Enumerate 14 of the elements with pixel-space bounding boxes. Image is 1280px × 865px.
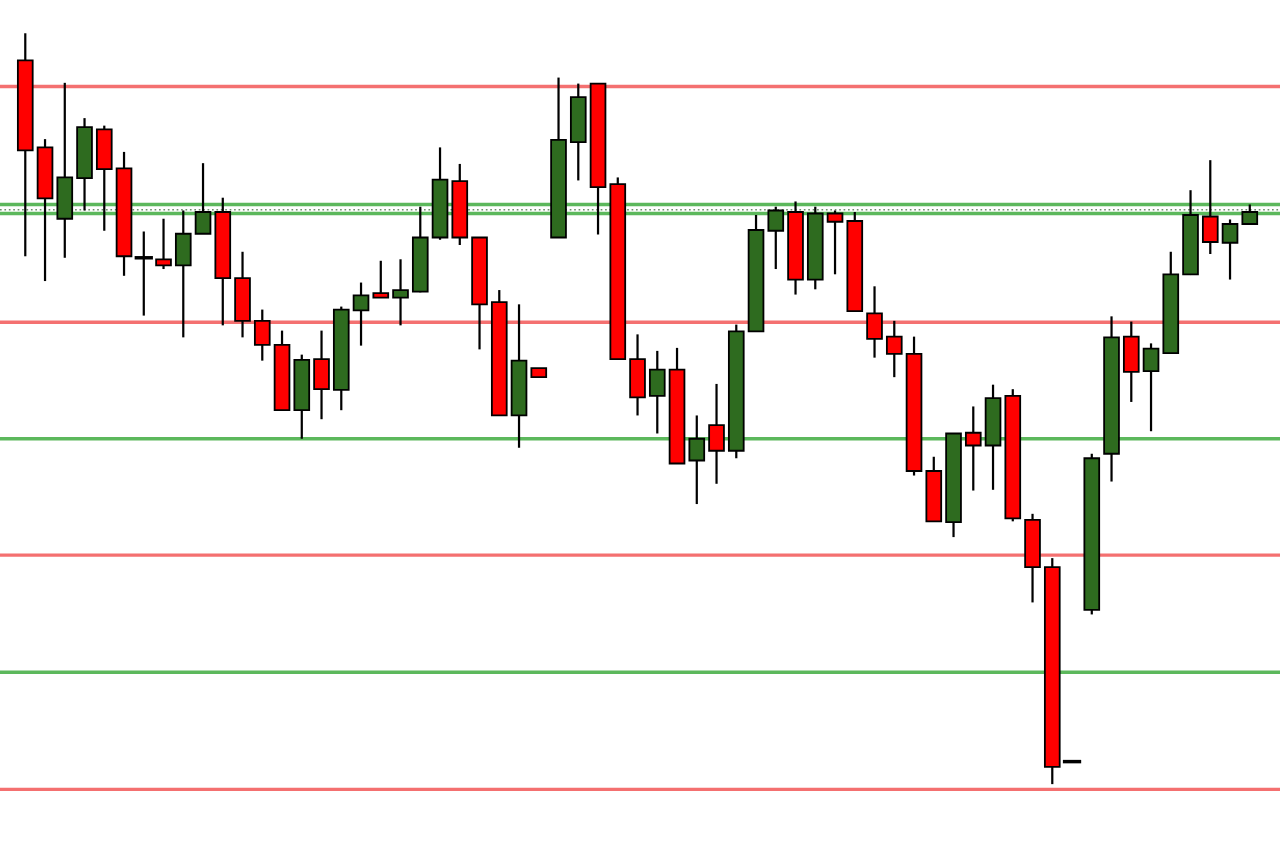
candlestick [372, 259, 390, 299]
candlestick [1241, 203, 1259, 226]
candlestick [1221, 218, 1239, 281]
candlestick [134, 230, 153, 317]
candlestick [767, 205, 785, 271]
candlestick [964, 405, 982, 492]
candlestick [194, 162, 212, 235]
candlestick [352, 281, 370, 347]
candlestick [688, 414, 706, 506]
candlestick [392, 258, 409, 327]
candlestick [155, 217, 172, 271]
candlestick [885, 319, 903, 379]
candlestick [1142, 342, 1160, 433]
candlestick [826, 209, 844, 276]
